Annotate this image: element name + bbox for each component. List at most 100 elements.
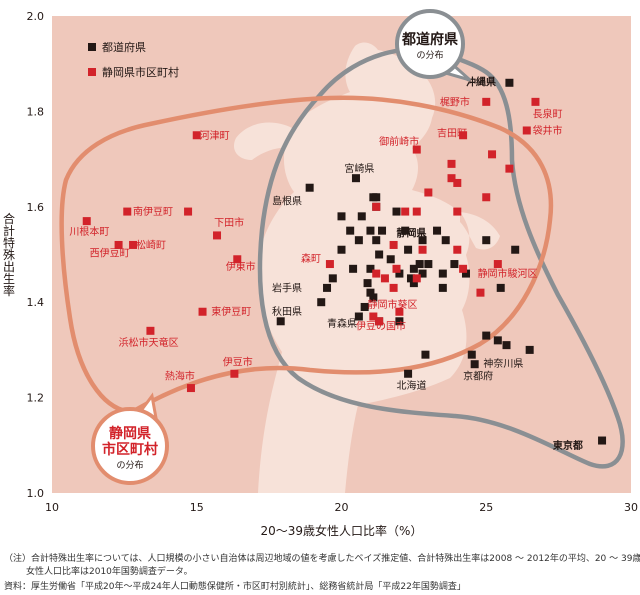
- shizuoka-point: [372, 269, 381, 278]
- prefecture-point: [511, 245, 520, 254]
- point-label: 熱海市: [165, 370, 195, 383]
- footnote-continued: 女性人口比率は2010年国勢調査データ。: [26, 567, 193, 577]
- shizuoka-point: [233, 255, 242, 264]
- shizuoka-point: [488, 150, 497, 159]
- prefecture-point: [392, 207, 401, 216]
- shizuoka-point: [213, 231, 222, 240]
- shizuoka-point: [412, 145, 421, 154]
- point-label: 東伊豆町: [211, 305, 251, 318]
- point-label: 東京都: [553, 439, 583, 452]
- prefecture-point: [395, 269, 404, 278]
- shizuoka-point: [505, 164, 514, 173]
- prefecture-point: [415, 260, 424, 269]
- prefecture-point: [354, 236, 363, 245]
- legend-swatch-prefecture: [88, 43, 96, 51]
- point-label: 下田市: [214, 216, 244, 229]
- prefecture-point: [424, 260, 433, 269]
- prefecture-point: [461, 269, 470, 278]
- shizuoka-point: [418, 245, 427, 254]
- y-tick-label: 1.8: [27, 105, 45, 118]
- callout-title: 静岡県: [109, 425, 151, 442]
- point-label: 北海道: [397, 379, 427, 392]
- callout-subtitle: の分布: [416, 49, 443, 61]
- shizuoka-point: [198, 307, 207, 316]
- shizuoka-point: [531, 97, 540, 106]
- point-label: 吉田町: [437, 127, 467, 139]
- prefecture-point: [598, 436, 607, 445]
- shizuoka-point: [424, 188, 433, 197]
- point-labels: 沖縄県宮崎県島根県静岡県岩手県秋田県青森県北海道京都府神奈川県東京都梶野市長泉町…: [69, 75, 582, 451]
- prefecture-point: [357, 212, 366, 221]
- prefecture-point: [525, 345, 534, 354]
- prefecture-point: [502, 341, 511, 350]
- point-label: 御前崎市: [379, 135, 419, 148]
- legend-swatch-shizuoka: [88, 68, 96, 76]
- footnote: （注）合計特殊出生率については、人口規模の小さい自治体は周辺地域の値を考慮したベ…: [4, 554, 640, 564]
- prefecture-point: [482, 236, 491, 245]
- data-points: [82, 78, 607, 445]
- point-label: 河津町: [200, 130, 230, 142]
- shizuoka-point: [401, 207, 410, 216]
- shizuoka-point: [447, 159, 456, 168]
- shizuoka-point: [375, 317, 384, 326]
- prefecture-point: [395, 317, 404, 326]
- x-axis-label: 20〜39歳女性人口比率（%）: [261, 523, 423, 538]
- point-label: 沖縄県: [466, 75, 496, 88]
- prefecture-point: [450, 260, 459, 269]
- shizuoka-point: [389, 240, 398, 249]
- callout-bubble: [91, 407, 169, 485]
- prefecture-point: [346, 226, 355, 235]
- prefecture-distribution-ellipse: [257, 46, 625, 469]
- shizuoka-point: [369, 312, 378, 321]
- x-tick-label: 30: [624, 501, 638, 514]
- point-label: 松崎町: [136, 238, 166, 251]
- shizuoka-point: [395, 307, 404, 316]
- callout-title: 市区町村: [102, 441, 158, 458]
- source-note: 資料：厚生労働省「平成20年〜平成24年人口動態保健所・市区町村別統計」、総務省…: [4, 582, 466, 592]
- shizuoka-point: [482, 193, 491, 202]
- shizuoka-point: [522, 126, 531, 135]
- x-tick-label: 20: [335, 501, 349, 514]
- prefecture-point: [305, 183, 314, 192]
- point-label: 静岡市葵区: [368, 298, 418, 311]
- point-label: 静岡県: [397, 227, 427, 240]
- prefecture-point: [441, 236, 450, 245]
- point-label: 京都府: [463, 370, 493, 383]
- callout-title: 都道府県: [401, 31, 458, 48]
- prefecture-point: [505, 78, 514, 87]
- prefecture-point: [369, 293, 378, 302]
- prefecture-point: [337, 212, 346, 221]
- y-tick-label: 1.0: [27, 487, 45, 500]
- x-axis-ticks: 10 15 20 25 30: [45, 501, 638, 514]
- prefecture-point: [467, 350, 476, 359]
- shizuoka-point: [453, 245, 462, 254]
- prefecture-point: [418, 236, 427, 245]
- scatter-chart: 沖縄県宮崎県島根県静岡県岩手県秋田県青森県北海道京都府神奈川県東京都梶野市長泉町…: [2, 9, 638, 538]
- prefecture-point: [328, 274, 337, 283]
- prefecture-point: [409, 279, 418, 288]
- prefecture-point: [337, 245, 346, 254]
- shizuoka-point: [476, 288, 485, 297]
- x-tick-label: 25: [479, 501, 493, 514]
- prefecture-point: [406, 274, 415, 283]
- prefecture-point: [438, 269, 447, 278]
- point-label: 島根県: [272, 195, 302, 208]
- point-label: 梶野市: [440, 95, 470, 108]
- point-label: 岩手県: [272, 281, 302, 294]
- shizuoka-point: [192, 131, 201, 140]
- shizuoka-point: [372, 202, 381, 211]
- prefecture-point: [438, 283, 447, 292]
- prefecture-point: [418, 269, 427, 278]
- point-label: 袋井市: [533, 124, 563, 137]
- prefecture-point: [360, 302, 369, 311]
- prefecture-point: [386, 255, 395, 264]
- shizuoka-point: [447, 174, 456, 183]
- prefecture-point: [366, 226, 375, 235]
- prefecture-point: [372, 193, 381, 202]
- legend: 都道府県 静岡県市区町村: [88, 40, 179, 79]
- prefecture-point: [317, 298, 326, 307]
- x-tick-label: 15: [190, 501, 204, 514]
- callout-bubble: [395, 9, 465, 79]
